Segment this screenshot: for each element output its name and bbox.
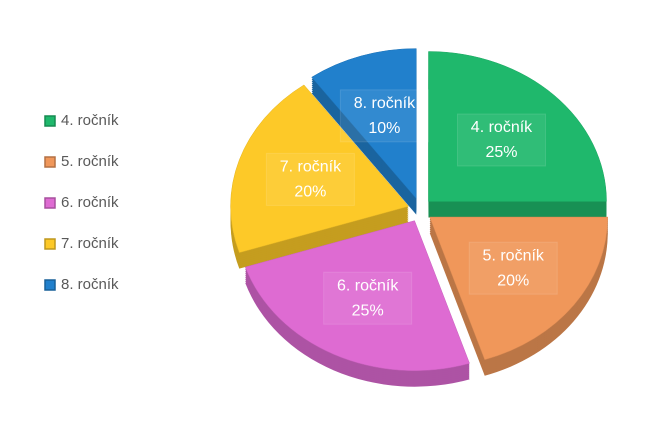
data-label-name: 7. ročník	[280, 159, 342, 176]
legend-swatch	[44, 156, 56, 168]
label-box	[468, 241, 558, 295]
data-label-name: 8. ročník	[354, 95, 416, 112]
legend-swatch	[44, 197, 56, 209]
legend-swatch	[44, 115, 56, 127]
legend-label: 4. ročník	[61, 112, 119, 129]
data-label-value: 10%	[368, 120, 400, 137]
label-box	[456, 113, 546, 167]
data-label-name: 5. ročník	[483, 247, 545, 264]
legend-label: 7. ročník	[61, 235, 119, 252]
data-label-value: 25%	[485, 144, 517, 161]
slice	[244, 220, 470, 371]
legend-label: 5. ročník	[61, 153, 119, 170]
label-box	[323, 271, 413, 325]
slice	[230, 84, 410, 253]
data-label-value: 25%	[352, 302, 384, 319]
label-box	[265, 152, 355, 206]
legend-label: 8. ročník	[61, 276, 119, 293]
data-label-name: 4. ročník	[471, 119, 533, 136]
data-label-name: 6. ročník	[337, 277, 399, 294]
legend-label: 6. ročník	[61, 194, 119, 211]
data-label-value: 20%	[294, 184, 326, 201]
label-box	[339, 89, 429, 143]
legend-swatch	[44, 238, 56, 250]
slice	[428, 51, 607, 202]
slice	[311, 48, 417, 200]
slice	[429, 216, 608, 361]
legend-swatch	[44, 279, 56, 291]
data-label-value: 20%	[497, 272, 529, 289]
